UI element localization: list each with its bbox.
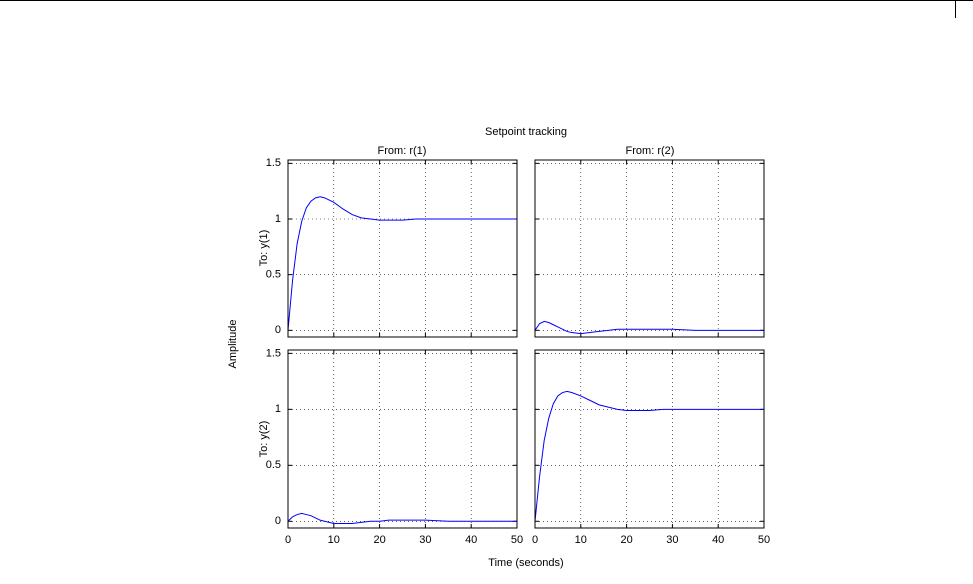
axes-background <box>288 350 517 528</box>
y-tick-label: 0 <box>275 515 281 527</box>
x-tick-label: 20 <box>373 534 385 546</box>
x-tick-label: 0 <box>285 534 291 546</box>
response-line <box>287 196 517 331</box>
y-tick-label: 1.5 <box>266 347 281 359</box>
y-tick-label: 1 <box>275 213 281 225</box>
column-title: From: r(1) <box>378 145 427 157</box>
x-tick-label: 10 <box>575 534 587 546</box>
response-line <box>287 512 517 525</box>
axes-background <box>535 350 764 528</box>
x-tick-label: 30 <box>419 534 431 546</box>
y-tick-label: 0.5 <box>266 269 281 281</box>
axes-background <box>535 160 764 337</box>
axes-frame <box>534 349 765 529</box>
y-tick-label: 1.5 <box>266 157 281 169</box>
x-tick-label: 0 <box>532 534 538 546</box>
response-line <box>534 390 764 522</box>
row-title: To: y(1) <box>258 230 270 267</box>
x-axis-label: Time (seconds) <box>488 557 563 569</box>
axes-background <box>288 160 517 337</box>
axes-frame <box>287 349 518 529</box>
axes-frame <box>534 159 765 338</box>
x-tick-label: 40 <box>465 534 477 546</box>
y-tick-label: 0.5 <box>266 459 281 471</box>
figure-title: Setpoint tracking <box>485 126 567 138</box>
x-tick-label: 10 <box>328 534 340 546</box>
x-tick-label: 20 <box>620 534 632 546</box>
x-tick-label: 50 <box>758 534 770 546</box>
y-axis-label: Amplitude <box>227 320 239 369</box>
column-title: From: r(2) <box>626 145 675 157</box>
x-tick-label: 40 <box>712 534 724 546</box>
row-title: To: y(2) <box>258 421 270 458</box>
y-tick-label: 0 <box>275 324 281 336</box>
axes-frame <box>287 159 518 338</box>
x-tick-label: 50 <box>511 534 523 546</box>
x-tick-label: 30 <box>666 534 678 546</box>
response-line <box>534 320 764 335</box>
y-tick-label: 1 <box>275 403 281 415</box>
